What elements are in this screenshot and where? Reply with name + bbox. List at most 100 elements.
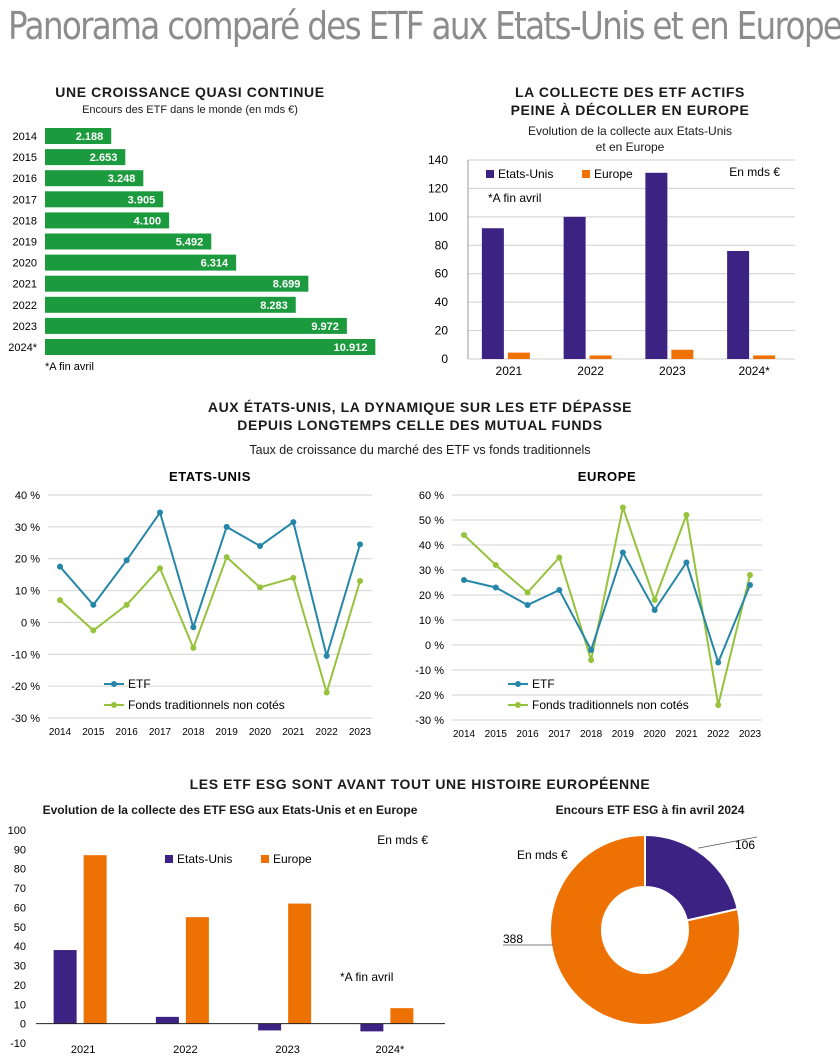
y-tick-label: 80: [435, 238, 449, 252]
section3-title-line2: DEPUIS LONGTEMPS CELLE DES MUTUAL FUNDS: [237, 417, 603, 433]
x-tick-label: 2022: [316, 727, 339, 738]
footnote: *A fin avril: [488, 191, 541, 205]
legend-marker: [515, 702, 521, 708]
bar-europe: [671, 349, 694, 359]
y-tick-label: -10 %: [415, 665, 444, 677]
data-point: [157, 565, 163, 572]
y-tick-label: 10 %: [15, 586, 40, 598]
x-tick-label: 2015: [485, 729, 508, 740]
data-label: 9.972: [311, 321, 339, 333]
y-tick-label: 20: [14, 980, 26, 992]
data-label: 3.905: [128, 194, 156, 206]
y-tick-label: 30 %: [15, 522, 40, 534]
unit-label: En mds €: [729, 165, 780, 179]
legend-label: Europe: [273, 852, 312, 866]
data-point: [747, 572, 753, 578]
bar: [45, 212, 170, 229]
section4-right-subtitle: Encours ETF ESG à fin avril 2024: [555, 803, 745, 817]
y-tick-label: 2016: [13, 173, 37, 185]
y-tick-label: 30: [14, 961, 26, 973]
x-tick-label: 2016: [516, 729, 539, 740]
x-tick-label: 2023: [349, 727, 372, 738]
data-point: [461, 532, 467, 538]
data-point: [492, 562, 499, 568]
data-label: 6.314: [201, 258, 229, 270]
data-point: [651, 607, 658, 613]
y-tick-label: 2019: [13, 237, 37, 249]
donut-slice: [549, 833, 741, 1026]
x-tick-label: 2024*: [375, 1044, 404, 1056]
data-point: [90, 601, 97, 608]
data-point: [683, 512, 690, 518]
y-tick-label: 50: [14, 922, 26, 934]
y-tick-label: 2024*: [8, 342, 37, 354]
x-tick-label: 2019: [612, 729, 635, 740]
series-line: [463, 550, 751, 666]
data-point: [651, 597, 658, 603]
page-title: Panorama comparé des ETF aux Etats-Unis …: [8, 4, 840, 48]
bar-europe: [390, 1008, 414, 1024]
footnote: *A fin avril: [45, 361, 94, 373]
bar: [45, 128, 112, 144]
y-tick-label: 80: [14, 864, 26, 876]
legend-label: Etats-Unis: [498, 167, 553, 181]
us-growth-line-chart: ETATS-UNIS -30 % -20 % -10 % 0 % 10 % 20 % 30 %…: [11, 469, 372, 738]
data-point: [619, 549, 626, 556]
data-point: [223, 554, 230, 561]
x-tick-label: 2020: [249, 727, 272, 738]
y-tick-label: 30 %: [419, 565, 444, 577]
data-point: [57, 563, 63, 570]
data-point: [190, 624, 197, 631]
y-tick-label: -10 %: [11, 649, 40, 661]
data-point: [683, 559, 690, 566]
chart-title: EUROPE: [578, 469, 637, 484]
x-tick-label: 2019: [216, 727, 239, 738]
y-tick-label: 0: [441, 352, 448, 366]
panel2-title-line1: LA COLLECTE DES ETF ACTIFS: [514, 84, 745, 100]
world-etf-assets-chart: 2014 2.188 2015 2.653 2016 3.248 2017 3.905 2018…: [8, 128, 376, 373]
data-point: [123, 557, 130, 564]
bar: [45, 275, 309, 292]
data-label: 2.653: [90, 152, 118, 164]
bar: [45, 339, 376, 355]
y-tick-label: 120: [428, 181, 448, 195]
x-tick-label: 2014: [49, 727, 72, 738]
y-tick-label: 2021: [13, 279, 37, 291]
bar: [45, 296, 296, 313]
bar-us: [258, 1023, 282, 1031]
data-label: 8.283: [260, 300, 288, 312]
data-point: [588, 657, 595, 663]
y-tick-label: 2018: [13, 215, 37, 227]
y-tick-label: 10 %: [419, 615, 444, 627]
legend-label: Fonds traditionnels non cotés: [532, 698, 689, 712]
y-tick-label: 140: [428, 153, 448, 167]
data-point: [290, 519, 297, 526]
x-tick-label: 2022: [577, 364, 604, 378]
legend-swatch: [486, 170, 494, 178]
data-point: [461, 577, 467, 583]
data-point: [257, 584, 263, 591]
y-tick-label: -30 %: [415, 715, 444, 727]
panel1-subtitle: Encours des ETF dans le monde (en mds €): [82, 104, 298, 116]
x-tick-label: 2022: [707, 729, 730, 740]
data-point: [123, 601, 130, 608]
bar-us: [645, 172, 668, 359]
y-tick-label: 40: [435, 295, 449, 309]
legend-label: ETF: [532, 677, 555, 691]
y-tick-label: 60 %: [419, 490, 444, 502]
esg-flows-chart: -10 0 10 20 30 40 50 60 70 80 90 100 2021 2022 2023 202…: [8, 825, 445, 1056]
bar-us: [155, 1016, 179, 1024]
y-tick-label: 0 %: [21, 617, 40, 629]
bar: [45, 233, 212, 250]
y-tick-label: 0: [20, 1019, 26, 1031]
data-label: 2.188: [76, 131, 104, 143]
data-point: [492, 584, 499, 591]
unit-label: En mds €: [377, 833, 428, 847]
footnote: *A fin avril: [340, 970, 393, 984]
panel2-subtitle-line1: Evolution de la collecte aux Etats-Unis: [527, 124, 733, 138]
y-tick-label: 100: [8, 825, 26, 837]
data-point: [556, 554, 563, 561]
y-tick-label: 2015: [13, 152, 37, 164]
esg-assets-donut-chart: 106 388 En mds €: [503, 833, 758, 1026]
section3-title-line1: AUX ÉTATS-UNIS, LA DYNAMIQUE SUR LES ETF…: [207, 399, 633, 415]
